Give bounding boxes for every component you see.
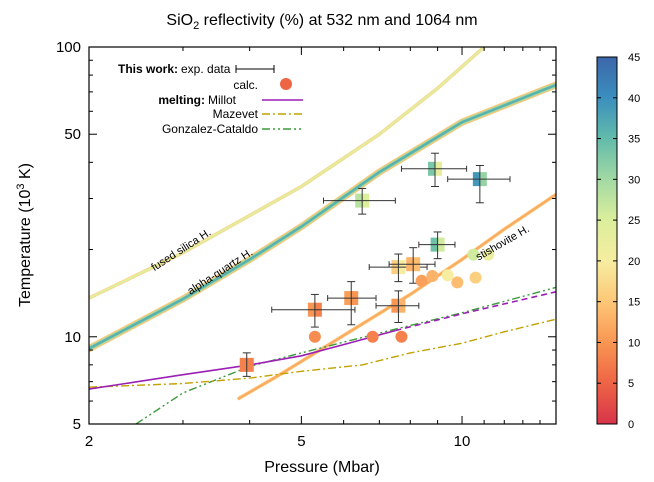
plot-frame [88, 46, 557, 425]
calc-marker [308, 330, 321, 343]
colorbar-ticks: 0 5 10 15 20 25 30 35 40 45 [597, 52, 640, 431]
legend-melting: melting: [158, 93, 205, 107]
title-sub: 2 [193, 20, 199, 32]
legend-calc: calc. [233, 78, 258, 92]
colorbar: 0 5 10 15 20 25 30 35 40 45 [596, 52, 640, 431]
ylabel-pre: Temperature (10 [17, 189, 34, 306]
hugoniot-band-stishovite-core [237, 193, 556, 400]
legend-exp: exp. data [181, 62, 231, 76]
colorbar-tick-label: 30 [628, 174, 640, 186]
legend-mazevet: Mazevet [213, 107, 259, 121]
melting-curve-mazevet [89, 318, 556, 388]
melting-curve-gonzalez [135, 286, 556, 424]
legend-this-work: This work: [118, 62, 178, 76]
colorbar-tick-label: 10 [628, 337, 640, 349]
hugoniot-band-fused-core [89, 47, 485, 300]
melting-curve-millot-dashed [395, 291, 556, 332]
y-tick-label: 100 [56, 39, 81, 56]
y-tick-label: 10 [64, 329, 81, 346]
colorbar-tick-label: 0 [628, 419, 634, 431]
calc-marker [469, 271, 482, 284]
hugoniot-band-alpha-core [89, 83, 556, 350]
calc-marker [441, 269, 454, 282]
y-tick-label: 5 [73, 416, 81, 433]
colorbar-tick-label: 45 [628, 52, 640, 64]
legend-millot: Millot [208, 93, 237, 107]
title-pre: SiO [166, 12, 193, 29]
calc-marker [451, 276, 464, 289]
label-fused-silica: fused silica H. [149, 227, 213, 274]
calc-marker [395, 330, 408, 343]
exp-marker-1064 [246, 357, 254, 372]
calc-marker [426, 270, 439, 283]
x-tick-label: 2 [85, 433, 93, 450]
ylabel-post: K) [17, 163, 34, 183]
calc-marker [482, 248, 495, 261]
colorbar-tick-label: 20 [628, 256, 640, 268]
x-tick-label: 5 [297, 433, 305, 450]
y-tick-label: 50 [64, 126, 81, 143]
label-alpha-quartz: alpha-quartz H. [186, 246, 256, 297]
calc-marker [467, 248, 480, 261]
x-tick-label: 10 [454, 433, 471, 450]
hugoniot-band-stishovite-outer [236, 192, 556, 401]
calc-marker [366, 330, 379, 343]
colorbar-tick-label: 25 [628, 215, 640, 227]
legend-errorbar-symbol [235, 65, 275, 73]
calc-marker [415, 274, 428, 287]
ylabel-sup: 3 [15, 183, 27, 189]
colorbar-fill [596, 56, 618, 425]
colorbar-tick-label: 15 [628, 297, 640, 309]
y-axis-label: Temperature (103 K) [15, 163, 34, 307]
legend-gonzalez: Gonzalez-Cataldo [162, 122, 258, 136]
legend-calc-marker [280, 78, 292, 90]
legend: This work: exp. data calc. melting: Mill… [100, 55, 303, 140]
title-post: reflectivity (%) at 532 nm and 1064 nm [199, 12, 477, 29]
chart-title: SiO2 reflectivity (%) at 532 nm and 1064… [166, 12, 477, 32]
colorbar-tick-label: 40 [628, 93, 640, 105]
x-axis-label: Pressure (Mbar) [264, 459, 380, 476]
colorbar-tick-label: 5 [628, 378, 634, 390]
melting-curve-millot-solid [89, 329, 396, 390]
exp-marker-532 [239, 357, 247, 372]
colorbar-tick-label: 35 [628, 134, 640, 146]
